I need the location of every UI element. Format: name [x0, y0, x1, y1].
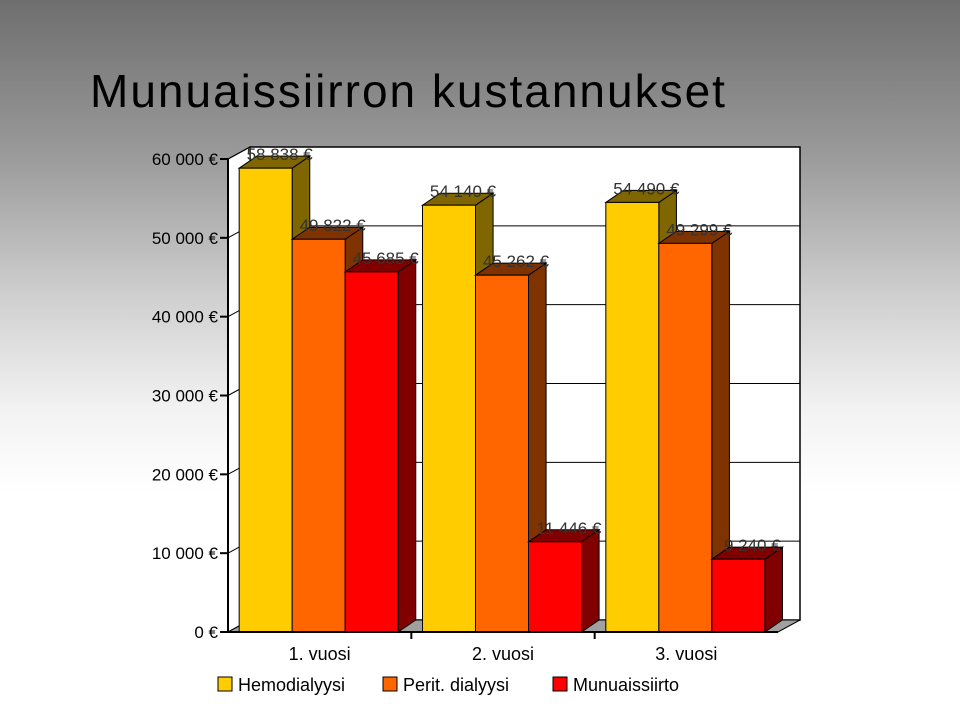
y-tick-label: 40 000 € [152, 308, 219, 327]
y-tick-label: 10 000 € [152, 544, 219, 563]
y-tick-label: 50 000 € [152, 229, 219, 248]
y-tick-label: 20 000 € [152, 465, 219, 484]
bars [237, 155, 785, 633]
bar [711, 558, 766, 633]
legend-swatch [382, 676, 398, 692]
y-axis: 0 € 10 000 € 20 000 € 30 000 € 40 000 € 50 00… [152, 150, 229, 642]
bar [475, 274, 529, 633]
data-label: 54 140 € [430, 182, 497, 201]
bar-side [764, 546, 783, 633]
y-tick-label: 30 000 € [152, 387, 219, 406]
gridline-side [227, 146, 251, 160]
data-label: 49 822 € [300, 216, 367, 235]
legend-swatch [217, 676, 233, 692]
legend-label: Munuaissiirto [573, 675, 679, 695]
bar [344, 271, 399, 633]
bar-side [581, 528, 600, 633]
bar-side [397, 258, 417, 633]
data-label: 11 446 € [537, 519, 602, 538]
bar [238, 167, 293, 633]
bar [422, 204, 476, 633]
chart-title: Munuaissiirron kustannukset [90, 65, 727, 117]
bar [605, 201, 660, 633]
data-label: 54 490 € [613, 179, 680, 198]
x-tick-label: 3. vuosi [655, 644, 717, 664]
x-tick-label: 1. vuosi [289, 644, 351, 664]
bar [528, 541, 582, 633]
bar [658, 242, 713, 633]
x-axis: 1. vuosi 2. vuosi 3. vuosi [228, 631, 778, 664]
legend-swatch [552, 676, 568, 692]
data-label: 58 838 € [247, 145, 314, 164]
data-label: 9 240 € [724, 536, 781, 555]
y-tick-label: 60 000 € [152, 150, 219, 169]
data-label: 45 685 € [353, 249, 420, 268]
legend: Hemodialyysi Perit. dialyysi Munuaissiirto [217, 675, 679, 695]
bar [291, 238, 346, 633]
y-tick-label: 0 € [194, 623, 218, 642]
data-labels: 58 838 € 49 822 € 45 685 € 54 140 € 45 262 €… [247, 145, 782, 555]
legend-label: Hemodialyysi [238, 675, 345, 695]
data-label: 49 299 € [666, 220, 733, 239]
legend-label: Perit. dialyysi [403, 675, 509, 695]
x-tick-label: 2. vuosi [472, 644, 534, 664]
data-label: 45 262 € [483, 252, 550, 271]
